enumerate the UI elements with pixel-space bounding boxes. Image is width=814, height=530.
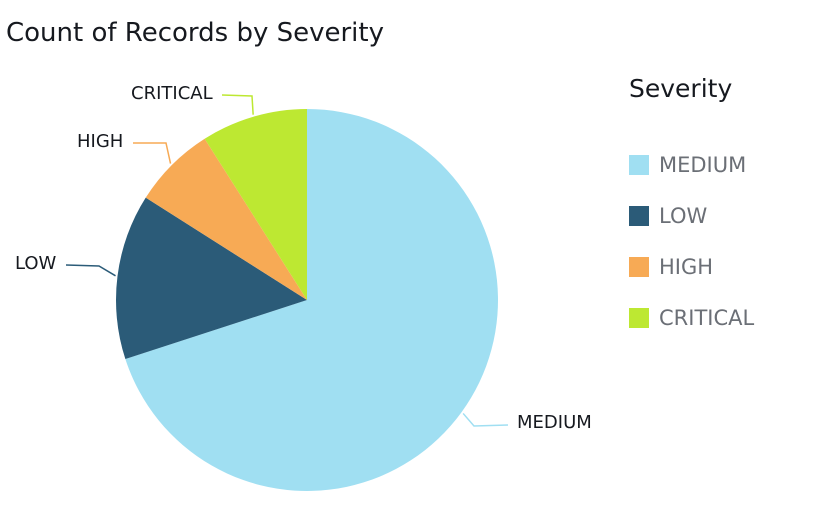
legend-label-high: HIGH	[659, 254, 714, 279]
legend-label-critical: CRITICAL	[659, 305, 755, 330]
slice-label-high: HIGH	[77, 131, 123, 152]
legend-swatch-critical	[629, 307, 649, 328]
pie-slice-medium[interactable]	[125, 109, 498, 492]
legend-label-medium: MEDIUM	[659, 152, 747, 177]
pie-chart: MEDIUM LOW HIGH CRITICAL	[15, 83, 592, 492]
legend-swatch-high	[629, 256, 649, 277]
legend-swatch-low	[629, 205, 649, 226]
chart-title: Count of Records by Severity	[6, 18, 384, 48]
legend-item-critical[interactable]: CRITICAL	[629, 292, 754, 343]
pie-slice-low[interactable]	[116, 197, 308, 360]
legend-item-high[interactable]: HIGH	[629, 241, 754, 292]
legend-item-medium[interactable]: MEDIUM	[629, 139, 754, 190]
legend-label-low: LOW	[659, 203, 708, 228]
leader-line-low	[65, 264, 116, 277]
slice-label-medium: MEDIUM	[517, 412, 592, 433]
legend-swatch-medium	[629, 154, 649, 175]
slice-label-critical: CRITICAL	[131, 83, 213, 104]
legend-item-low[interactable]: LOW	[629, 190, 754, 241]
legend-title: Severity	[629, 74, 733, 103]
leader-line-high	[133, 142, 172, 164]
slice-label-low: LOW	[15, 253, 57, 274]
leader-line-critical	[221, 94, 254, 115]
pie-slice-critical[interactable]	[204, 109, 307, 300]
pie-slice-high[interactable]	[145, 138, 307, 300]
legend: Severity MEDIUM LOW HIGH CRITICAL	[629, 74, 754, 343]
leader-line-medium	[462, 412, 509, 427]
